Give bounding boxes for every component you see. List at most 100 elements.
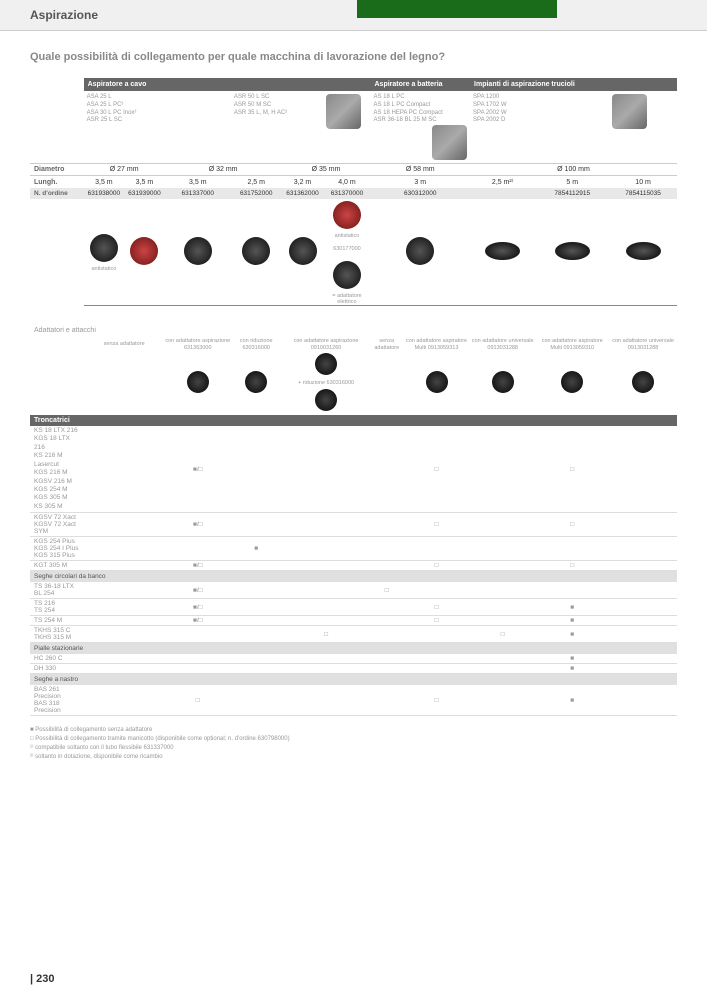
mark: ■/□ — [165, 599, 231, 616]
hose-icon — [184, 237, 212, 265]
compatibility-table: Aspiratore a cavo Aspiratore a batteria … — [30, 78, 677, 716]
mark: □ — [535, 561, 609, 571]
table-row: KGT 305 M ■/□ □ □ — [30, 561, 677, 571]
antistatic-label: antistatico — [323, 233, 370, 239]
adapter-icon — [492, 371, 514, 393]
machine-name: KGS 254 Plus — [34, 538, 75, 545]
table-row: TS 36-18 LTX BL 254 ■/□ □ — [30, 582, 677, 599]
length-label: Lungh. — [30, 176, 84, 189]
page-title: Aspirazione — [30, 8, 98, 22]
adapter-elec-label: = adattatore elettrico — [323, 293, 370, 305]
category-header-row: Aspiratore a cavo Aspiratore a batteria … — [30, 78, 677, 91]
mark: □ — [371, 582, 404, 599]
mark: ■ — [231, 537, 282, 561]
cat-cable: Aspiratore a cavo — [84, 78, 371, 91]
len-4: 3,2 m — [282, 176, 324, 189]
adapter-icon — [426, 371, 448, 393]
products-battery: AS 18 L PC AS 18 L PC Compact AS 18 HEPA… — [371, 91, 471, 164]
tree-line — [470, 305, 677, 323]
dia-32: Ø 32 mm — [165, 164, 282, 176]
adapter-multi: con adattatore aspiratore Multi 09130593… — [403, 338, 470, 351]
machine-name: KS 305 M — [34, 503, 63, 510]
table-row: KS 18 LTX 216 KGS 18 LTX 216 KS 216 M La… — [30, 426, 677, 513]
order-label: N. d'ordine — [30, 188, 84, 199]
machine-name: HC 260 C — [30, 654, 84, 664]
machine-name: KGS 305 M — [34, 494, 68, 501]
adapters-header-row: Adattatori e attacchi — [30, 323, 677, 338]
table-row: BAS 261 PrecisionBAS 318 Precision □ □ ■ — [30, 685, 677, 716]
riduzione-extra: + riduzione 630316000 — [298, 380, 354, 386]
length-row: Lungh. 3,5 m 3,5 m 3,5 m 2,5 m 3,2 m 4,0… — [30, 176, 677, 189]
tree-line — [84, 305, 371, 323]
machine-name: KGSV 216 M — [34, 478, 72, 485]
len-6: 3 m — [371, 176, 471, 189]
adapter-rid: con riduzione 630316000 — [231, 338, 282, 351]
mark: ■/□ — [165, 616, 231, 626]
antistatic-label: antistatico — [84, 266, 125, 272]
footnote: □ Possibilità di collegamento tramite ma… — [30, 735, 677, 744]
products-chips: SPA 1200 SPA 1702 W SPA 2002 W SPA 2002 … — [470, 91, 609, 164]
adapter-senza2: senza adattatore — [371, 338, 404, 351]
section-troncatrici: Troncatrici — [30, 415, 677, 426]
ord-0: 631938000 — [84, 188, 125, 199]
adapter-images-row: + riduzione 630316000 — [30, 351, 677, 415]
ord-1: 631939000 — [124, 188, 165, 199]
products-cable1: ASA 25 L ASA 25 L PC² ASA 30 L PC Inox² … — [84, 91, 231, 164]
dia-27: Ø 27 mm — [84, 164, 165, 176]
footnote: ■ Possibilità di collegamento senza adat… — [30, 726, 677, 735]
diameter-row: Diametro Ø 27 mm Ø 32 mm Ø 35 mm Ø 58 mm… — [30, 164, 677, 176]
len-0: 3,5 m — [84, 176, 125, 189]
page-number: | 230 — [30, 973, 55, 985]
section-seghe-nastro: Seghe a nastro — [30, 674, 677, 686]
mark: □ — [403, 426, 470, 513]
ord-8: 7854112915 — [535, 188, 609, 199]
len-1: 3,5 m — [124, 176, 165, 189]
mark: □ — [403, 616, 470, 626]
table-row: HC 260 C ■ — [30, 654, 677, 664]
len-5: 4,0 m — [323, 176, 370, 189]
green-tab — [357, 0, 557, 18]
ord-5: 631370000 — [323, 188, 370, 199]
mark: □ — [535, 513, 609, 537]
ord-9: 7854115035 — [609, 188, 677, 199]
hose-icon — [242, 237, 270, 265]
hose-icon — [90, 234, 118, 262]
machine-name: KGS 254 M — [34, 486, 68, 493]
connector-row — [30, 305, 677, 323]
mark: □ — [282, 626, 371, 643]
mark: ■ — [535, 685, 609, 716]
adapter-asp: con adattatore aspirazione 631363000 — [165, 338, 231, 351]
section-label: Seghe circolari da banco — [30, 571, 677, 583]
mark: □ — [165, 685, 231, 716]
mark: ■ — [535, 626, 609, 643]
products-cable2: ASR 50 L SC ASR 50 M SC ASR 35 L, M, H A… — [231, 91, 324, 164]
table-row: TKHS 315 CTKHS 315 M □ □ ■ — [30, 626, 677, 643]
machine-name: TKHS 315 C — [34, 627, 71, 634]
ord-7 — [470, 188, 535, 199]
len-8: 5 m — [535, 176, 609, 189]
mark: ■/□ — [165, 426, 231, 513]
dia-100: Ø 100 mm — [470, 164, 677, 176]
machine-name: KGS 18 LTX 216 — [34, 435, 70, 450]
content-area: Quale possibilità di collegamento per qu… — [0, 31, 707, 762]
ord-4: 631362000 — [282, 188, 324, 199]
hose-icon — [333, 261, 361, 289]
machine-name: KGS 254 I Plus — [34, 545, 78, 552]
machine-name: KGSV 72 Xact SYM — [34, 521, 76, 535]
table-row: KGSV 72 XactKGSV 72 Xact SYM ■/□ □ □ — [30, 513, 677, 537]
mark: ■ — [535, 654, 609, 664]
mark: □ — [403, 599, 470, 616]
dia-58: Ø 58 mm — [371, 164, 471, 176]
hose-oval-icon — [485, 242, 520, 260]
adapters-section-label: Adattatori e attacchi — [30, 323, 677, 338]
len-9: 10 m — [609, 176, 677, 189]
mark: ■/□ — [165, 582, 231, 599]
machine-name: TS 254 — [34, 607, 55, 614]
hose-icon — [289, 237, 317, 265]
mark: ■ — [535, 664, 609, 674]
hose-icon — [333, 201, 361, 229]
adapter-icon — [187, 371, 209, 393]
order-row: N. d'ordine 631938000 631939000 63133700… — [30, 188, 677, 199]
adapter-icon — [632, 371, 654, 393]
machine-name: DH 330 — [30, 664, 84, 674]
